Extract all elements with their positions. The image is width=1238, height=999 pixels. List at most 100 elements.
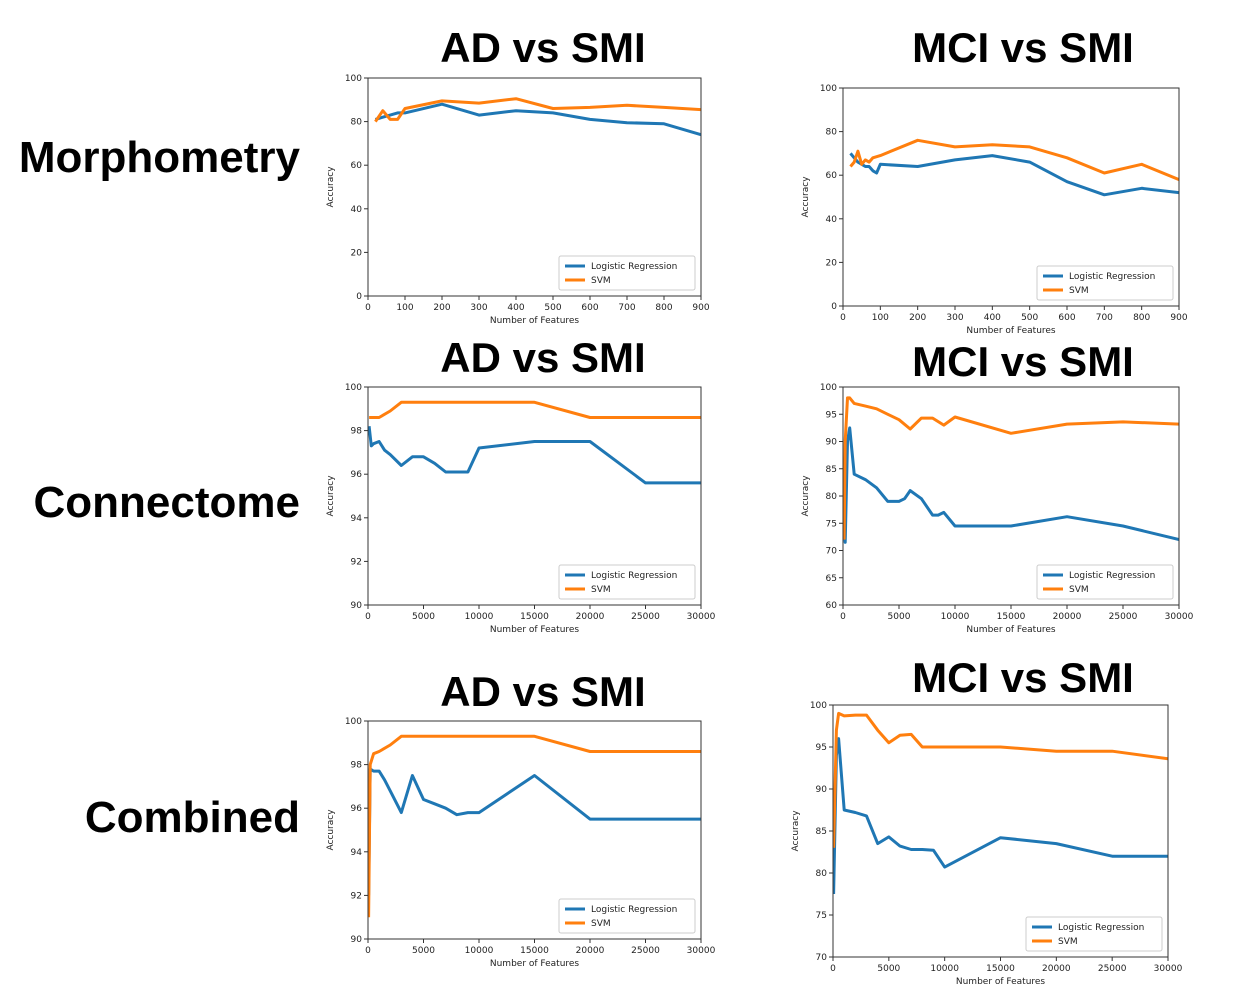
chart-title: MCI vs SMI	[912, 338, 1134, 385]
x-tick-label: 0	[365, 612, 371, 622]
y-tick-label: 92	[351, 557, 362, 567]
x-tick-label: 5000	[877, 964, 900, 974]
x-tick-label: 30000	[687, 946, 716, 956]
plot-frame	[367, 77, 702, 297]
plot-frame	[842, 87, 1180, 307]
legend: Logistic Regression SVM	[558, 898, 696, 934]
x-tick-label: 300	[946, 313, 963, 323]
x-tick-label: 20000	[1053, 612, 1082, 622]
row-label-morphometry: Morphometry	[18, 133, 300, 182]
series-line-0	[374, 102, 701, 137]
legend: Logistic Regression SVM	[1036, 265, 1174, 301]
y-tick-label: 100	[820, 84, 837, 94]
legend-box	[1036, 265, 1174, 301]
y-tick-label: 80	[816, 869, 828, 879]
x-tick-label: 5000	[412, 946, 435, 956]
row-label-connectome: Connectome	[33, 478, 300, 527]
x-tick-label: 0	[840, 313, 846, 323]
series-line-1	[369, 400, 701, 419]
x-tick-label: 20000	[1042, 964, 1071, 974]
y-tick-label: 100	[345, 74, 362, 84]
x-axis-label: Number of Features	[490, 316, 580, 326]
y-tick-label: 60	[826, 171, 838, 181]
y-tick-label: 96	[351, 470, 363, 480]
x-tick-label: 700	[618, 303, 635, 313]
x-axis-label: Number of Features	[956, 977, 1046, 987]
legend: Logistic Regression SVM	[1036, 564, 1174, 600]
x-axis-label: Number of Features	[490, 625, 580, 635]
y-tick-label: 98	[351, 427, 363, 437]
y-tick-label: 90	[351, 601, 363, 611]
x-tick-label: 400	[507, 303, 524, 313]
plot-frame	[842, 386, 1180, 606]
x-tick-label: 100	[872, 313, 889, 323]
legend: Logistic Regression SVM	[558, 255, 696, 291]
x-tick-label: 500	[544, 303, 561, 313]
y-tick-label: 90	[816, 785, 828, 795]
chart-title: AD vs SMI	[440, 668, 646, 715]
x-axis-label: Number of Features	[490, 959, 580, 969]
plot-frame	[832, 704, 1169, 958]
x-tick-label: 0	[365, 946, 371, 956]
y-tick-label: 40	[826, 215, 838, 225]
y-tick-label: 0	[831, 302, 837, 312]
y-tick-label: 100	[810, 701, 827, 711]
x-tick-label: 5000	[888, 612, 911, 622]
series-line-1	[833, 711, 1168, 848]
series-line-0	[368, 426, 701, 485]
y-tick-label: 95	[826, 410, 837, 420]
series-line-0	[368, 767, 701, 896]
y-tick-label: 20	[826, 258, 838, 268]
x-tick-label: 10000	[465, 946, 494, 956]
y-tick-label: 98	[351, 761, 363, 771]
series-line-0	[843, 426, 1179, 544]
y-tick-label: 75	[816, 911, 827, 921]
x-axis-label: Number of Features	[966, 625, 1056, 635]
x-tick-label: 10000	[941, 612, 970, 622]
y-tick-label: 20	[351, 248, 363, 258]
y-tick-label: 90	[351, 935, 363, 945]
x-tick-label: 30000	[1165, 612, 1194, 622]
legend-label-0: Logistic Regression	[591, 262, 677, 272]
series-line-1	[843, 396, 1179, 540]
y-tick-label: 0	[356, 292, 362, 302]
legend-label-0: Logistic Regression	[591, 905, 677, 915]
chart-title: AD vs SMI	[440, 24, 646, 71]
x-tick-label: 400	[984, 313, 1001, 323]
y-tick-label: 100	[820, 383, 837, 393]
legend-label-1: SVM	[591, 919, 611, 929]
y-tick-label: 100	[345, 383, 362, 393]
x-tick-label: 200	[909, 313, 926, 323]
legend-box	[558, 564, 696, 600]
legend-label-1: SVM	[1069, 286, 1089, 296]
y-tick-label: 92	[351, 891, 362, 901]
y-tick-label: 90	[826, 438, 838, 448]
legend: Logistic Regression SVM	[558, 564, 696, 600]
x-tick-label: 15000	[997, 612, 1026, 622]
chart-title: MCI vs SMI	[912, 24, 1134, 71]
x-tick-label: 0	[840, 612, 846, 622]
y-tick-label: 85	[816, 827, 827, 837]
legend-label-0: Logistic Regression	[1069, 272, 1155, 282]
x-tick-label: 15000	[520, 612, 549, 622]
y-axis-label: Accuracy	[801, 475, 811, 517]
y-tick-label: 80	[826, 128, 838, 138]
y-tick-label: 80	[351, 118, 363, 128]
plot-frame	[367, 720, 702, 940]
x-tick-label: 15000	[986, 964, 1015, 974]
y-tick-label: 70	[826, 547, 838, 557]
series-line-1	[368, 734, 701, 918]
x-tick-label: 5000	[412, 612, 435, 622]
y-axis-label: Accuracy	[801, 176, 811, 218]
y-tick-label: 70	[816, 953, 828, 963]
y-tick-label: 40	[351, 205, 363, 215]
legend-label-0: Logistic Regression	[1069, 571, 1155, 581]
x-tick-label: 25000	[1109, 612, 1138, 622]
plot-frame	[367, 386, 702, 606]
x-tick-label: 700	[1096, 313, 1113, 323]
y-tick-label: 100	[345, 717, 362, 727]
row-label-combined: Combined	[84, 793, 300, 842]
y-axis-label: Accuracy	[326, 809, 336, 851]
legend-box	[1036, 564, 1174, 600]
y-axis-label: Accuracy	[326, 166, 336, 208]
